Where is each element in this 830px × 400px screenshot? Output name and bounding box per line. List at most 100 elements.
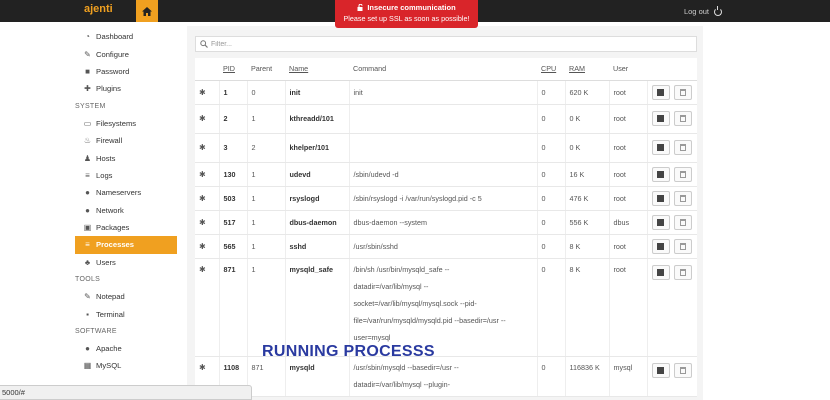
sidebar-item-configure[interactable]: ✎ Configure [75, 45, 177, 62]
gear-icon[interactable]: ✱ [199, 87, 206, 97]
sidebar-item-label: Firewall [96, 136, 123, 146]
stop-button[interactable] [651, 111, 670, 126]
stop-button[interactable] [651, 166, 670, 182]
column-header-user[interactable]: User [609, 58, 647, 81]
gear-icon[interactable]: ✱ [199, 241, 206, 251]
kill-button[interactable] [673, 238, 692, 254]
kill-button[interactable] [673, 140, 692, 155]
sidebar-item-packages[interactable]: ▣ Packages [75, 219, 177, 236]
logout-link[interactable]: Log out [684, 5, 722, 16]
command-line: user=mysql [353, 332, 391, 342]
sidebar-item-password[interactable]: ■ Password [75, 63, 177, 80]
stop-button[interactable] [651, 264, 670, 280]
brand-logo[interactable]: ajenti [84, 3, 113, 15]
sidebar-item-label: Apache [96, 344, 122, 354]
cell-ram: 556 K [564, 210, 609, 235]
gear-icon[interactable]: ✱ [199, 362, 206, 372]
table-row[interactable]: ✱ 503 1 rsyslogd/sbin/rsyslogd -i /var/run/… [195, 186, 697, 211]
kill-button[interactable] [673, 84, 692, 100]
filter-input[interactable] [211, 40, 611, 48]
command-line: init [353, 87, 363, 97]
kill-button[interactable] [673, 362, 692, 378]
trash-icon [679, 88, 686, 96]
cell-cpu: 0 [536, 80, 565, 105]
column-header-name[interactable]: Name [285, 58, 349, 81]
gear-icon[interactable]: ✱ [199, 169, 206, 179]
kill-button[interactable] [673, 111, 692, 126]
stop-button[interactable] [651, 84, 670, 100]
insecure-alert[interactable]: Insecure communication Please set up SSL… [335, 0, 478, 28]
sidebar-item-logs[interactable]: ≡ Logs [75, 167, 177, 184]
terminal-icon: ▪ [86, 309, 89, 319]
sidebar-item-hosts[interactable]: ♟ Hosts [75, 149, 177, 166]
column-header-cpu[interactable]: CPU [537, 58, 565, 81]
gear-icon[interactable]: ✱ [199, 114, 206, 123]
stop-button[interactable] [651, 140, 670, 155]
stop-icon [657, 194, 664, 202]
sidebar-section-heading: SOFTWARE [75, 327, 117, 335]
gear-icon[interactable]: ✱ [199, 217, 206, 227]
kill-button[interactable] [673, 166, 692, 182]
cell-ram: 620 K [564, 80, 609, 105]
command-line: datadir=/var/lib/mysql -- [353, 281, 429, 291]
sidebar-item-firewall[interactable]: ♨ Firewall [75, 132, 177, 149]
cell-command [348, 133, 537, 163]
column-header-command[interactable]: Command [349, 58, 537, 81]
column-header-ram[interactable]: RAM [565, 58, 609, 81]
sidebar-section-heading: TOOLS [75, 276, 101, 284]
cell-ram: 0 K [564, 133, 609, 163]
table-row[interactable]: ✱ 1108 871 mysqld/usr/sbin/mysqld --basedir… [195, 356, 697, 397]
gear-icon[interactable]: ✱ [199, 143, 206, 152]
table-row[interactable]: ✱ 517 1 dbus-daemon dbus-daemon --system 0 556… [195, 210, 697, 235]
sidebar-item-notepad[interactable]: ✎ Notepad [75, 288, 177, 305]
cell-gear: ✱ [195, 162, 219, 187]
sidebar-item-processes[interactable]: ≡ Processes [75, 236, 177, 254]
sidebar-item-network[interactable]: ● Network [75, 202, 177, 219]
sidebar-item-label: Logs [96, 170, 113, 180]
sidebar-item-apache[interactable]: ● Apache [75, 340, 177, 357]
gear-icon[interactable]: ✱ [199, 193, 206, 203]
sidebar-item-dashboard[interactable]: ◔ Dashboard [75, 28, 177, 45]
sidebar-item-label: Dashboard [96, 32, 134, 42]
cell-pid: 503 [218, 186, 247, 211]
list-icon: ≡ [85, 170, 90, 180]
cell-actions [646, 210, 697, 235]
filter-box[interactable] [195, 36, 697, 52]
kill-button[interactable] [673, 190, 692, 206]
list-icon: ≡ [85, 240, 90, 250]
cell-pid: 2 [218, 104, 247, 134]
sidebar-item-terminal[interactable]: ▪ Terminal [75, 305, 177, 322]
column-header-parent[interactable]: Parent [247, 58, 285, 81]
cell-cpu: 0 [536, 133, 565, 163]
stop-button[interactable] [651, 362, 670, 378]
stop-icon [657, 170, 664, 178]
sidebar-item-nameservers[interactable]: ● Nameservers [75, 184, 177, 201]
home-button[interactable] [136, 0, 158, 22]
sidebar-item-users[interactable]: ♣ Users [75, 254, 177, 271]
sidebar-item-filesystems[interactable]: ▭ Filesystems [75, 115, 177, 132]
command-line: socket=/var/lib/mysql/mysql.sock --pid- [353, 298, 477, 308]
cell-pid: 565 [218, 234, 247, 259]
cell-parent: 1 [246, 210, 285, 235]
sidebar-item-label: Filesystems [96, 118, 137, 128]
stop-button[interactable] [651, 214, 670, 230]
sidebar-item-label: Packages [96, 223, 130, 233]
kill-button[interactable] [673, 264, 692, 280]
stop-button[interactable] [651, 238, 670, 254]
gear-icon[interactable]: ✱ [199, 264, 206, 274]
column-header-pid[interactable]: PID [219, 58, 247, 81]
sidebar-item-label: Users [96, 257, 116, 267]
sidebar-item-mysql[interactable]: ▦ MySQL [75, 357, 177, 374]
stop-button[interactable] [651, 190, 670, 206]
table-row[interactable]: ✱ 871 1 mysqld_safe/bin/sh /usr/bin/mysqld_… [195, 258, 697, 357]
kill-button[interactable] [673, 214, 692, 230]
cell-command: /usr/sbin/sshd [348, 234, 537, 259]
process-table: PID Parent Name Command CPU RAM User ✱ 1 0… [195, 58, 697, 397]
stop-icon [657, 144, 664, 151]
sidebar-item-plugins[interactable]: ✚ Plugins [75, 80, 177, 97]
